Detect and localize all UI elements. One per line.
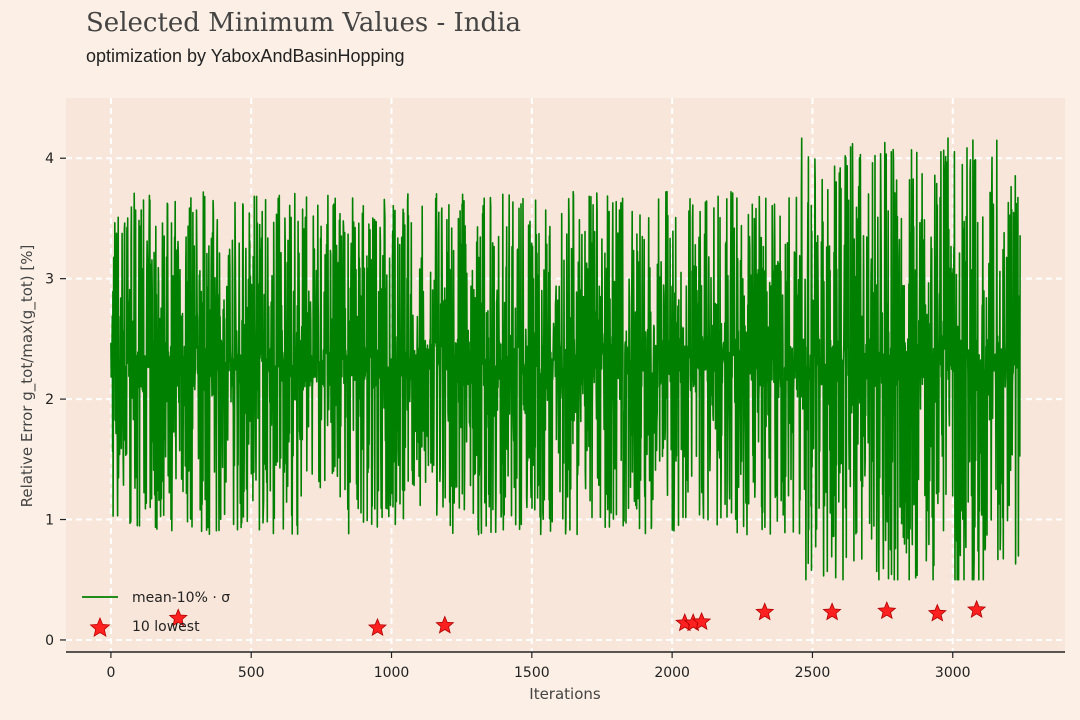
chart-title: Selected Minimum Values - India [86, 8, 521, 38]
lowest-marker [691, 611, 712, 631]
lowest-marker [822, 602, 842, 621]
y-tick-label: 3 [45, 272, 54, 288]
lowest-marker [927, 603, 947, 622]
x-axis-label: Iterations [529, 685, 601, 703]
x-tick-label: 0 [106, 665, 115, 681]
legend-marker-swatch [89, 616, 111, 637]
x-tick-label: 3000 [935, 665, 971, 681]
lowest-marker [168, 608, 188, 627]
series-line-path [110, 137, 1021, 581]
lowest-marker [435, 615, 455, 634]
x-tick-label: 1000 [374, 665, 410, 681]
lowest-marker [966, 599, 987, 618]
legend: mean-10% · σ 10 lowest [82, 590, 230, 637]
x-tick-label: 1500 [514, 665, 550, 681]
markers [168, 599, 987, 637]
legend-line-label: mean-10% · σ [132, 590, 230, 606]
chart-subtitle: optimization by YaboxAndBasinHopping [86, 46, 405, 66]
x-tick-label: 2500 [795, 665, 831, 681]
y-tick-label: 2 [45, 392, 54, 408]
y-tick-label: 0 [45, 633, 54, 649]
y-tick-label: 4 [45, 151, 54, 167]
x-tick-label: 2000 [654, 665, 690, 681]
lowest-marker [367, 617, 388, 637]
y-axis-label: Relative Error g_tot/max(g_tot) [%] [18, 245, 37, 508]
x-ticks: 0 500 1000 1500 2000 2500 3000 [106, 652, 971, 681]
series-line [110, 137, 1021, 581]
y-ticks: 0 1 2 3 4 [45, 151, 66, 649]
x-tick-label: 500 [238, 665, 265, 681]
lowest-marker [755, 602, 775, 621]
y-tick-label: 1 [45, 513, 54, 529]
lowest-marker [877, 601, 897, 620]
legend-marker-label: 10 lowest [132, 619, 200, 635]
